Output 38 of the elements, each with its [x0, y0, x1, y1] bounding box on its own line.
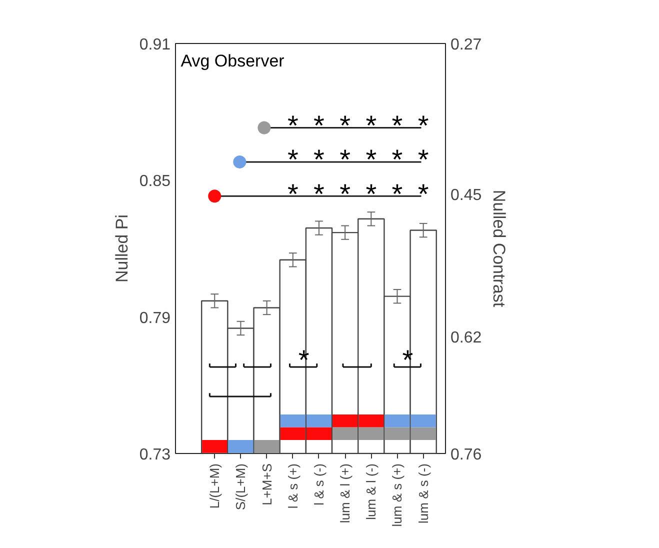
annotation: *	[287, 178, 298, 210]
x-tick-label: l & s (-)	[311, 463, 326, 506]
annotation: *	[418, 144, 429, 176]
x-tick-label: lum & s (-)	[416, 463, 431, 524]
annotation: *	[418, 178, 429, 210]
x-tick-label: S/(L+M)	[233, 464, 248, 510]
x-tick-label: lum & s (+)	[390, 463, 405, 527]
annotation: *	[392, 178, 403, 210]
y2-tick-label: 0.76	[450, 446, 482, 464]
annotation: *	[392, 144, 403, 176]
annotation: *	[340, 178, 351, 210]
annotation: *	[366, 178, 377, 210]
annotation: *	[314, 178, 325, 210]
y-tick-label: 0.73	[139, 446, 171, 464]
x-tick-label: L+M+S	[259, 463, 274, 506]
x-tick-label: l & s (+)	[285, 463, 300, 509]
annotation: *	[314, 110, 325, 142]
y2-tick-label: 0.27	[450, 36, 482, 54]
y-tick-label: 0.85	[139, 173, 171, 190]
y-tick-label: 0.79	[139, 310, 171, 327]
annotation: *	[418, 110, 429, 142]
y-tick-label: 0.91	[139, 36, 171, 54]
annotation: *	[287, 110, 298, 142]
y2-axis-title: Nulled Contrast	[490, 190, 509, 308]
x-tick-label: lum & l (-)	[364, 463, 379, 520]
annotation: *	[314, 144, 325, 176]
text: Avg Observer	[180, 52, 285, 70]
x-tick-label: L/(L+M)	[207, 463, 222, 509]
annotation: *	[340, 110, 351, 142]
annotation: *	[392, 110, 403, 142]
annotation: *	[366, 144, 377, 176]
annotation: *	[287, 144, 298, 176]
y2-tick-label: 0.45	[450, 187, 482, 204]
annotation: *	[340, 144, 351, 176]
annotation: *	[366, 110, 377, 142]
x-tick-label: lum & l (+)	[338, 464, 353, 524]
y-axis-title: Nulled Pi	[112, 214, 132, 283]
y2-tick-label: 0.62	[450, 329, 482, 346]
